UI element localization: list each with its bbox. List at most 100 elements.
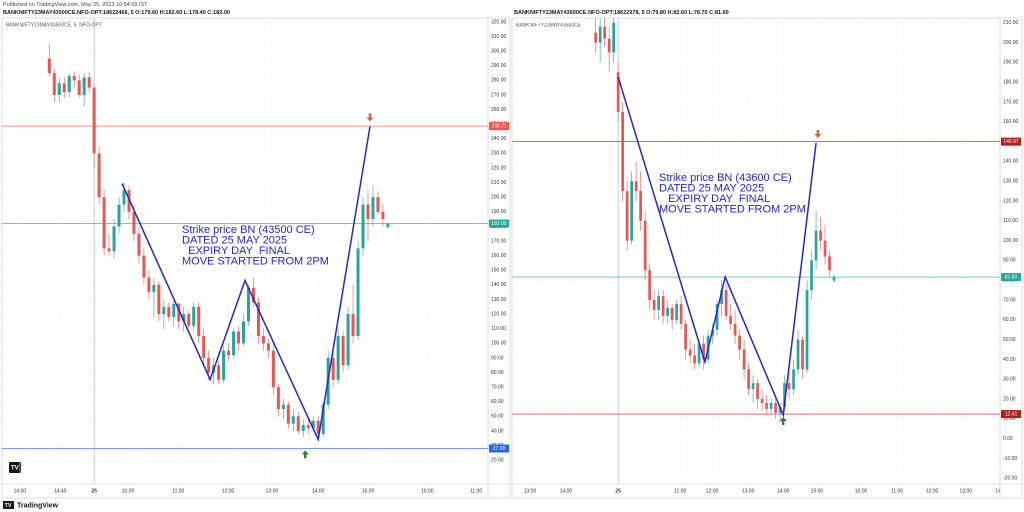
candle-body (321, 404, 325, 434)
candle-body (232, 331, 236, 356)
candle-body (72, 75, 76, 81)
candle-body (814, 230, 818, 261)
candle-body (733, 323, 737, 336)
x-tick-label: 10:00 (122, 488, 135, 494)
candle-body (52, 73, 56, 95)
x-tick-label: 12:00 (222, 488, 235, 494)
symbol-title: BANKNIFTY23MAY43600CE.NFO-OPT:18622978, … (514, 10, 729, 16)
x-tick-label: 10:00 (421, 488, 434, 494)
candle-body (291, 416, 295, 424)
candle-body (197, 306, 201, 337)
right-panel (511, 17, 1023, 499)
plot (512, 18, 1000, 484)
candle-body (222, 350, 226, 380)
candle-body (331, 357, 335, 380)
candle-body (177, 303, 181, 322)
level-label: 182.00 (491, 221, 507, 227)
candle-body (639, 191, 642, 221)
candle-body (147, 277, 151, 293)
y-tick-label: 290.00 (491, 63, 507, 69)
y-tick-label: 50.00 (1003, 337, 1016, 343)
y-tick-label: 60.00 (1003, 317, 1016, 323)
candle-body (747, 369, 750, 390)
candle-body (92, 87, 96, 154)
annotation-text: Strike price BN (43600 CE) (659, 172, 792, 184)
candle-body (316, 420, 320, 434)
candle-body (621, 111, 624, 192)
signal-arrow (779, 417, 787, 426)
candle-body (774, 402, 777, 413)
candle-body (82, 77, 86, 95)
x-tick-label: 14 (995, 488, 1001, 494)
y-tick-label: 310.00 (491, 34, 507, 40)
y-tick-label: 140.00 (1003, 159, 1019, 165)
y-tick-label: 170.00 (1003, 99, 1019, 105)
x-tick-label: 14:00 (14, 488, 27, 494)
y-tick-label: 150.00 (491, 268, 507, 274)
level-tag (489, 122, 509, 131)
candle-body (192, 306, 196, 326)
candle-body (675, 303, 678, 320)
y-tick-label: 240.00 (491, 136, 507, 142)
candle-body (792, 369, 795, 390)
candle-body (760, 399, 764, 403)
y-tick-label: 90.00 (491, 355, 504, 361)
candle-body (371, 197, 375, 220)
y-tick-label: 70.00 (1003, 297, 1016, 303)
x-tick-label: 13:00 (266, 488, 279, 494)
candle-body (62, 83, 66, 93)
candle-body (810, 260, 813, 291)
candle-body (738, 335, 741, 350)
candle-body (666, 307, 669, 316)
symbol-subtitle: BANKNIFTY23MAY43600CE (516, 22, 582, 28)
candle-body (97, 153, 101, 198)
candle-body (819, 230, 822, 241)
y-tick-label: 100.00 (491, 341, 507, 347)
candle-body (296, 416, 300, 431)
level-tag (1001, 273, 1021, 282)
x-tick-label: 11:00 (674, 488, 686, 494)
y-tick-label: 90.00 (1003, 258, 1016, 264)
candle-body (152, 284, 156, 293)
y-tick-label: 220.00 (491, 165, 507, 171)
brand-logo: TV (3, 501, 14, 509)
level-label: 81.60 (1005, 274, 1018, 280)
x-tick-label: 11:00 (891, 488, 903, 494)
y-tick-label: -20.00 (1003, 476, 1017, 482)
candle-body (112, 226, 116, 252)
level-tag (1001, 137, 1021, 146)
y-tick-label: 10.00 (1003, 416, 1016, 422)
y-tick-label: 160.00 (491, 253, 507, 259)
candle-body (594, 32, 598, 43)
y-tick-label: 110.00 (1003, 218, 1018, 224)
candle-body (742, 349, 746, 370)
candle-body (823, 240, 827, 257)
y-tick-label: 130.00 (1003, 179, 1019, 185)
candle-body (162, 306, 166, 315)
published-note: Published on TradingView.com, May 25, 20… (3, 2, 148, 8)
candle-body (276, 387, 280, 410)
trend-drawing (617, 76, 817, 418)
candle-body (783, 383, 786, 407)
x-tick-label: 12:00 (706, 488, 719, 494)
candle-body (132, 211, 136, 234)
candle-body (697, 343, 701, 364)
candle-body (381, 211, 385, 220)
candle-body (828, 256, 831, 271)
candle-body (684, 323, 687, 350)
candle-body (281, 404, 285, 410)
candle-body (661, 296, 665, 316)
y-tick-label: 140.00 (491, 282, 507, 288)
candle-body (356, 248, 360, 337)
level-label: 248.71 (491, 123, 507, 129)
candle-body (67, 75, 71, 93)
y-tick-label: 210.00 (491, 180, 507, 186)
x-tick-label: 11:00 (172, 488, 184, 494)
annotation-text: EXPIRY DAY FINAL (659, 193, 770, 205)
y-tick-label: 80.00 (491, 370, 504, 376)
annotation-text: MOVE STARTED FROM 2PM (659, 203, 806, 215)
candle-body (832, 277, 836, 281)
y-tick-label: 100.00 (1003, 238, 1019, 244)
y-tick-label: 120.00 (1003, 198, 1019, 204)
annotation-text: Strike price BN (43500 CE) (182, 224, 315, 236)
